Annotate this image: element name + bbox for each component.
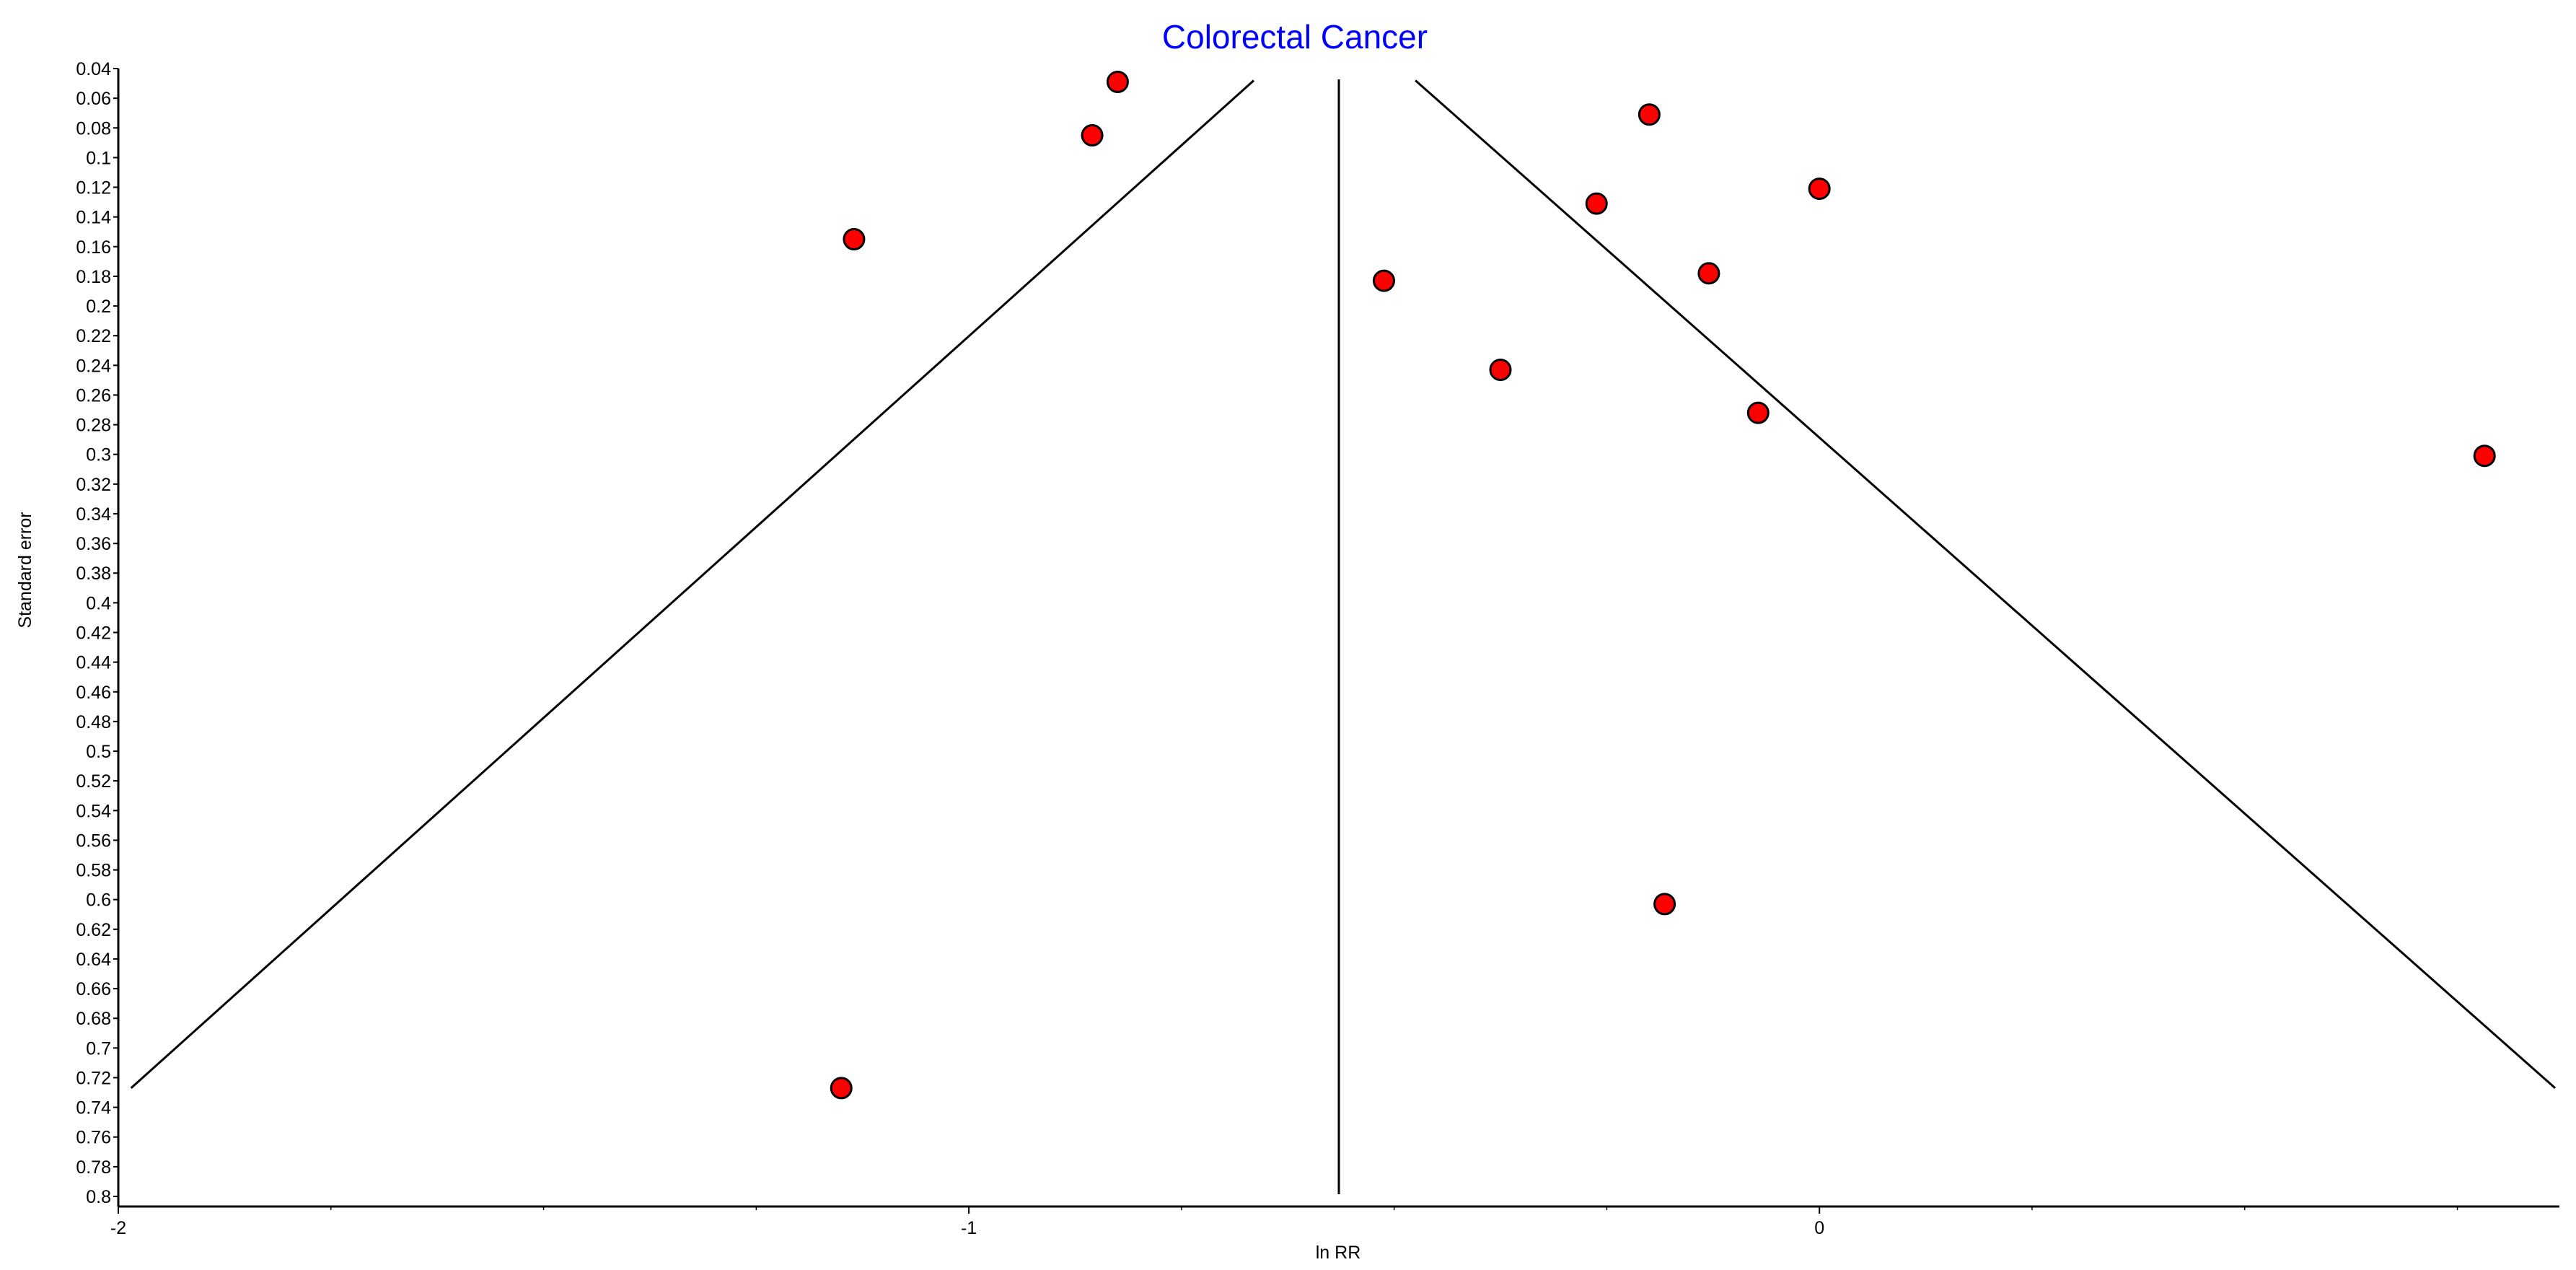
y-tick-label: 0.4 (86, 593, 111, 613)
data-point (2473, 444, 2496, 468)
y-tick-label: 0.42 (76, 623, 111, 644)
y-tick-label: 0.2 (86, 297, 111, 317)
data-point (1746, 401, 1770, 424)
data-point (1372, 269, 1395, 292)
y-tick-label: 0.66 (76, 979, 111, 999)
y-tick-label: 0.78 (76, 1157, 111, 1178)
funnel-lines (130, 79, 2557, 1194)
y-tick-label: 0.16 (76, 237, 111, 258)
data-point (1697, 262, 1720, 285)
y-tick-label: 0.56 (76, 831, 111, 851)
funnel-line-right (1415, 79, 2557, 1089)
data-point (1106, 71, 1129, 94)
y-tick-label: 0.72 (76, 1068, 111, 1088)
x-tick-label: -2 (110, 1218, 126, 1238)
data-point (830, 1077, 853, 1100)
data-point (1081, 124, 1104, 147)
y-tick-label: 0.48 (76, 712, 111, 732)
y-tick-label: 0.38 (76, 564, 111, 584)
y-tick-label: 0.24 (76, 356, 111, 376)
y-tick-label: 0.28 (76, 416, 111, 436)
y-tick-label: 0.44 (76, 653, 111, 673)
y-tick-label: 0.68 (76, 1009, 111, 1029)
y-tick-label: 0.04 (76, 59, 111, 79)
y-tick-label: 0.18 (76, 267, 111, 287)
data-point (1585, 192, 1608, 215)
y-tick-label: 0.76 (76, 1128, 111, 1148)
y-tick-label: 0.3 (86, 445, 111, 465)
data-point (843, 228, 866, 251)
y-tick-label: 0.26 (76, 385, 111, 406)
y-tick-label: 0.12 (76, 178, 111, 198)
y-tick-label: 0.7 (86, 1038, 111, 1059)
y-tick-label: 0.54 (76, 801, 111, 821)
y-tick-label: 0.58 (76, 861, 111, 881)
y-tick-label: 0.1 (86, 148, 111, 168)
y-tick-label: 0.14 (76, 208, 111, 228)
funnel-line-left (130, 79, 1255, 1089)
y-tick-label: 0.22 (76, 326, 111, 346)
data-point (1489, 358, 1512, 381)
y-tick-label: 0.36 (76, 534, 111, 554)
y-tick-label: 0.08 (76, 118, 111, 139)
y-tick-label: 0.64 (76, 950, 111, 970)
y-tick-label: 0.62 (76, 920, 111, 940)
x-tick-label: -1 (961, 1218, 977, 1238)
y-axis-title: Standard error (15, 512, 35, 628)
y-tick-label: 0.32 (76, 475, 111, 495)
data-point (1638, 103, 1661, 126)
y-tick-label: 0.74 (76, 1098, 111, 1118)
y-tick-label: 0.52 (76, 771, 111, 792)
y-tick-label: 0.06 (76, 89, 111, 109)
data-points (830, 71, 2496, 1100)
y-tick-label: 0.5 (86, 742, 111, 762)
x-axis-title: ln RR (1316, 1243, 1361, 1263)
y-tick-label: 0.46 (76, 683, 111, 703)
x-tick-label: 0 (1814, 1218, 1824, 1238)
y-tick-label: 0.8 (86, 1187, 111, 1207)
chart-title: Colorectal Cancer (1162, 18, 1428, 56)
data-point (1808, 178, 1831, 201)
axes: 0.04 0.06 0.08 0.1 0.12 0.14 0.16 0.18 0.2 0.22 0.… (76, 59, 2559, 1238)
data-point (1653, 893, 1676, 916)
y-tick-label: 0.34 (76, 504, 111, 525)
y-tick-label: 0.6 (86, 890, 111, 911)
